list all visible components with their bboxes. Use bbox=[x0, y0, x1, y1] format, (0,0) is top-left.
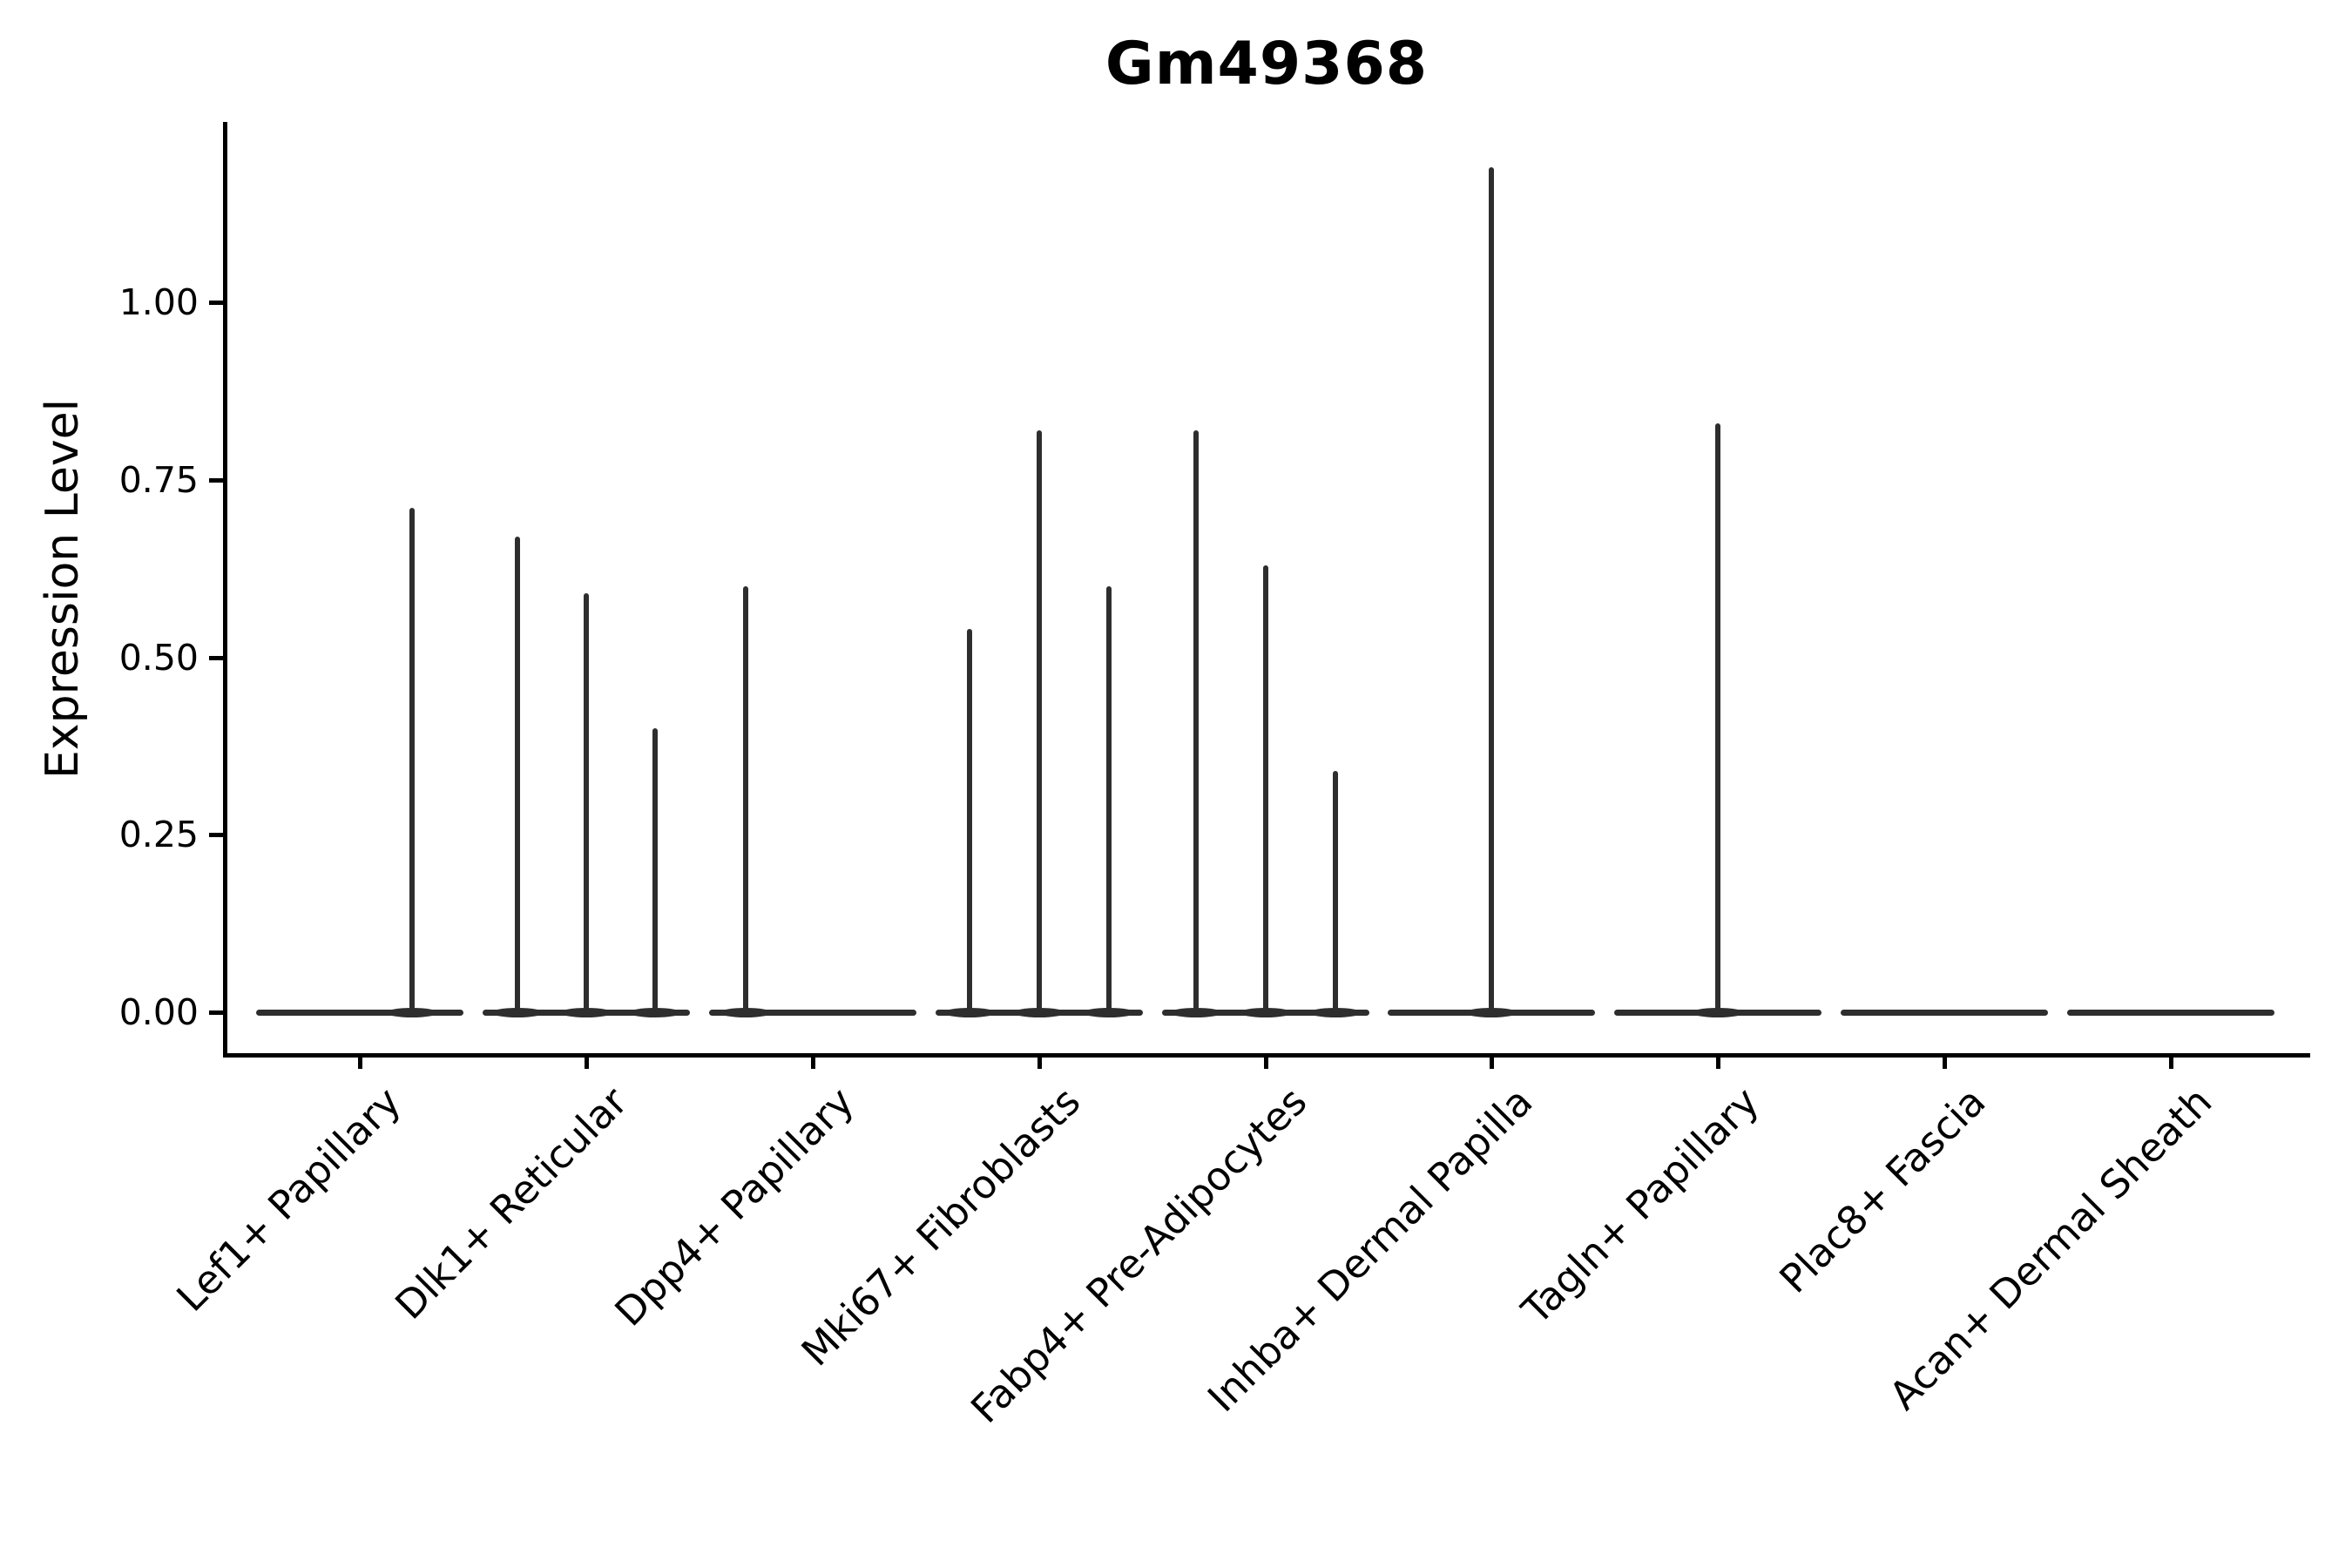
violin-spike bbox=[966, 628, 972, 1015]
y-tick bbox=[209, 477, 223, 483]
violin-spike bbox=[1193, 429, 1199, 1015]
violin-spike bbox=[514, 536, 520, 1015]
violin-base-bump bbox=[1239, 1008, 1292, 1017]
x-tick bbox=[1943, 1056, 1948, 1069]
x-tick bbox=[1263, 1056, 1268, 1069]
violin-spike bbox=[1715, 422, 1721, 1015]
y-axis-spine bbox=[223, 122, 227, 1058]
x-tick-label: Fabp4+ Pre-Adipocytes bbox=[961, 1078, 1315, 1432]
y-tick bbox=[209, 655, 223, 660]
x-tick bbox=[1716, 1056, 1721, 1069]
violin-spike bbox=[409, 508, 415, 1015]
x-tick-label: Lef1+ Papillary bbox=[167, 1078, 410, 1321]
violin-base-bump bbox=[386, 1008, 438, 1017]
x-tick-label: Acan+ Dermal Sheath bbox=[1880, 1078, 2221, 1419]
y-tick-label: 1.00 bbox=[118, 281, 199, 323]
y-tick bbox=[209, 833, 223, 838]
violin-base-bump bbox=[1465, 1008, 1518, 1017]
violin-base-bump bbox=[559, 1008, 612, 1017]
violin-base-bump bbox=[1692, 1008, 1745, 1017]
x-axis-spine bbox=[223, 1053, 2310, 1058]
violin-spike bbox=[583, 593, 589, 1015]
x-tick bbox=[1490, 1056, 1495, 1069]
y-tick-label: 0.50 bbox=[118, 636, 199, 679]
violin-spike bbox=[1262, 564, 1268, 1015]
violin-spike bbox=[742, 586, 748, 1015]
violin-baseline bbox=[1841, 1010, 2049, 1016]
x-tick-label: Tagln+ Papillary bbox=[1513, 1078, 1768, 1334]
violin-baseline bbox=[708, 1010, 916, 1016]
x-tick-label: Inhba+ Dermal Papilla bbox=[1199, 1078, 1542, 1422]
y-tick-label: 0.25 bbox=[118, 814, 199, 856]
x-tick-label: Plac8+ Fascia bbox=[1770, 1078, 1995, 1302]
violin-spike bbox=[1332, 770, 1338, 1015]
x-tick bbox=[358, 1056, 362, 1069]
violin-base-bump bbox=[719, 1008, 772, 1017]
violin-spike bbox=[1105, 586, 1112, 1015]
violin-base-bump bbox=[1169, 1008, 1222, 1017]
y-tick bbox=[209, 1010, 223, 1015]
x-tick-label: Dlk1+ Reticular bbox=[386, 1078, 637, 1328]
x-tick bbox=[584, 1056, 589, 1069]
violin-spike bbox=[1489, 167, 1495, 1015]
violin-baseline bbox=[2067, 1010, 2274, 1016]
chart-title: Gm49368 bbox=[1105, 30, 1429, 98]
violin-spike bbox=[1036, 429, 1042, 1015]
x-tick-label: Dpp4+ Papillary bbox=[605, 1078, 863, 1335]
y-tick-label: 0.00 bbox=[118, 991, 199, 1033]
violin-base-bump bbox=[1082, 1008, 1135, 1017]
violin-base-bump bbox=[490, 1008, 544, 1017]
x-tick bbox=[1037, 1056, 1042, 1069]
y-tick bbox=[209, 301, 223, 305]
violin-baseline bbox=[256, 1010, 463, 1016]
x-tick bbox=[810, 1056, 815, 1069]
y-tick-label: 0.75 bbox=[118, 458, 199, 501]
violin-base-bump bbox=[1308, 1008, 1362, 1017]
y-axis-label: Expression Level bbox=[37, 398, 89, 780]
x-tick bbox=[2169, 1056, 2173, 1069]
violin-base-bump bbox=[943, 1008, 996, 1017]
violin-spike bbox=[652, 728, 658, 1015]
violin-base-bump bbox=[628, 1008, 681, 1017]
x-tick-label: Mki67+ Fibroblasts bbox=[792, 1078, 1089, 1375]
violin-base-bump bbox=[1012, 1008, 1065, 1017]
